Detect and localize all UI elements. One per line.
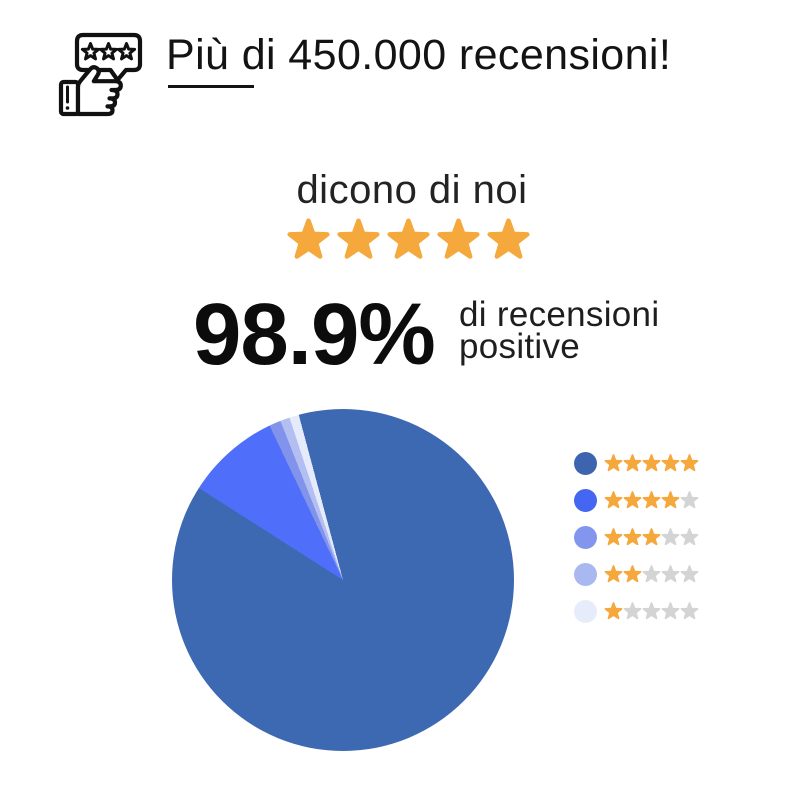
star-icon	[642, 565, 661, 583]
star-icon	[436, 218, 480, 259]
star-icon	[604, 454, 623, 472]
star-icon	[604, 528, 623, 546]
legend-star-rating	[604, 602, 699, 621]
star-icon	[661, 491, 680, 509]
legend-color-swatch	[574, 526, 597, 549]
star-icon	[680, 528, 699, 546]
star-icon	[661, 565, 680, 583]
legend-row	[574, 526, 699, 549]
star-icon	[661, 454, 680, 472]
hero-star-rating	[8, 218, 800, 263]
star-icon	[386, 218, 430, 259]
legend-star-rating	[604, 565, 699, 584]
star-icon	[623, 528, 642, 546]
star-icon	[604, 602, 623, 620]
star-icon	[623, 602, 642, 620]
star-icon	[642, 528, 661, 546]
legend-row	[574, 489, 699, 512]
legend-row	[574, 452, 699, 475]
legend-color-swatch	[574, 452, 597, 475]
star-icon	[642, 602, 661, 620]
review-bubble-thumbs-up-icon	[53, 26, 153, 118]
stat-caption: di recensioni positive	[459, 295, 660, 366]
legend-color-swatch	[574, 489, 597, 512]
stat-caption-line1: di recensioni	[459, 295, 660, 334]
star-icon	[661, 528, 680, 546]
star-icon	[642, 491, 661, 509]
star-icon	[604, 565, 623, 583]
star-icon	[623, 454, 642, 472]
star-icon	[336, 218, 380, 259]
subtitle: dicono di noi	[296, 168, 528, 212]
legend-star-rating	[604, 528, 699, 547]
star-icon	[642, 454, 661, 472]
star-icon	[680, 602, 699, 620]
title-underline	[168, 85, 254, 88]
legend-star-rating	[604, 491, 699, 510]
star-icon	[680, 491, 699, 509]
star-icon	[486, 218, 530, 259]
star-icon	[623, 565, 642, 583]
stat-caption-line2: positive	[459, 327, 581, 366]
star-icon	[604, 491, 623, 509]
legend-color-swatch	[574, 563, 597, 586]
pie-chart	[172, 409, 514, 751]
star-icon	[680, 454, 699, 472]
legend-row	[574, 563, 699, 586]
legend-row	[574, 600, 699, 623]
star-icon	[661, 602, 680, 620]
star-icon	[286, 218, 330, 259]
legend-star-rating	[604, 454, 699, 473]
star-icon	[680, 565, 699, 583]
page-title: Più di 450.000 recensioni!	[166, 31, 672, 79]
legend	[574, 452, 699, 637]
star-icon	[623, 491, 642, 509]
stat-percentage: 98.9%	[193, 286, 436, 383]
legend-color-swatch	[574, 600, 597, 623]
